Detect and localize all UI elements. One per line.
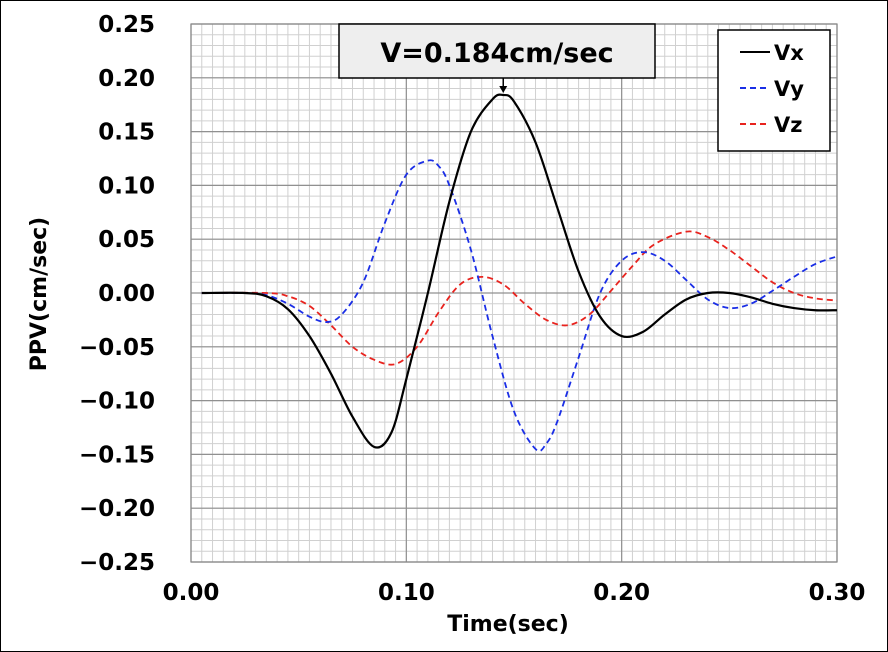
y-axis-label: PPV(cm/sec) bbox=[27, 217, 52, 371]
y-tick-label: 0.15 bbox=[98, 120, 155, 146]
callout-text: V=0.184cm/sec bbox=[380, 38, 613, 69]
legend-label-vx: Vx bbox=[774, 41, 804, 65]
y-tick-label: −0.15 bbox=[79, 442, 155, 468]
legend-items: Vx Vy Vz bbox=[740, 41, 804, 137]
series-line-vy bbox=[201, 159, 838, 452]
series-layer bbox=[201, 93, 838, 452]
y-tick-labels: 0.25 0.20 0.15 0.10 0.05 0.00 −0.05 −0.10 −0.15 −… bbox=[79, 12, 155, 576]
callout-arrow-head bbox=[499, 86, 508, 94]
y-tick-label: 0.20 bbox=[98, 66, 155, 92]
y-tick-label: −0.10 bbox=[79, 389, 155, 415]
y-tick-label: 0.25 bbox=[98, 12, 155, 38]
y-tick-label: 0.10 bbox=[98, 173, 155, 199]
series-line-vz bbox=[201, 230, 838, 366]
x-tick-label: 0.10 bbox=[378, 580, 435, 606]
x-tick-labels: 0.00 0.10 0.20 0.30 bbox=[163, 580, 866, 606]
y-tick-label: −0.20 bbox=[79, 496, 155, 522]
y-tick-label: 0.05 bbox=[98, 227, 155, 253]
series-line-vx bbox=[201, 93, 838, 449]
y-tick-label: −0.05 bbox=[79, 335, 155, 361]
x-axis-label: Time(sec) bbox=[447, 612, 569, 637]
legend-label-vy: Vy bbox=[774, 77, 804, 101]
peak-callout: V=0.184cm/sec bbox=[338, 23, 656, 94]
legend: Vx Vy Vz bbox=[717, 29, 831, 152]
legend-box bbox=[717, 29, 831, 152]
legend-label-vz: Vz bbox=[774, 113, 802, 137]
x-tick-label: 0.00 bbox=[163, 580, 220, 606]
x-tick-label: 0.30 bbox=[809, 580, 866, 606]
x-tick-label: 0.20 bbox=[593, 580, 650, 606]
y-tick-label: −0.25 bbox=[79, 550, 155, 576]
y-tick-label: 0.00 bbox=[98, 281, 155, 307]
callout-box bbox=[338, 23, 656, 79]
